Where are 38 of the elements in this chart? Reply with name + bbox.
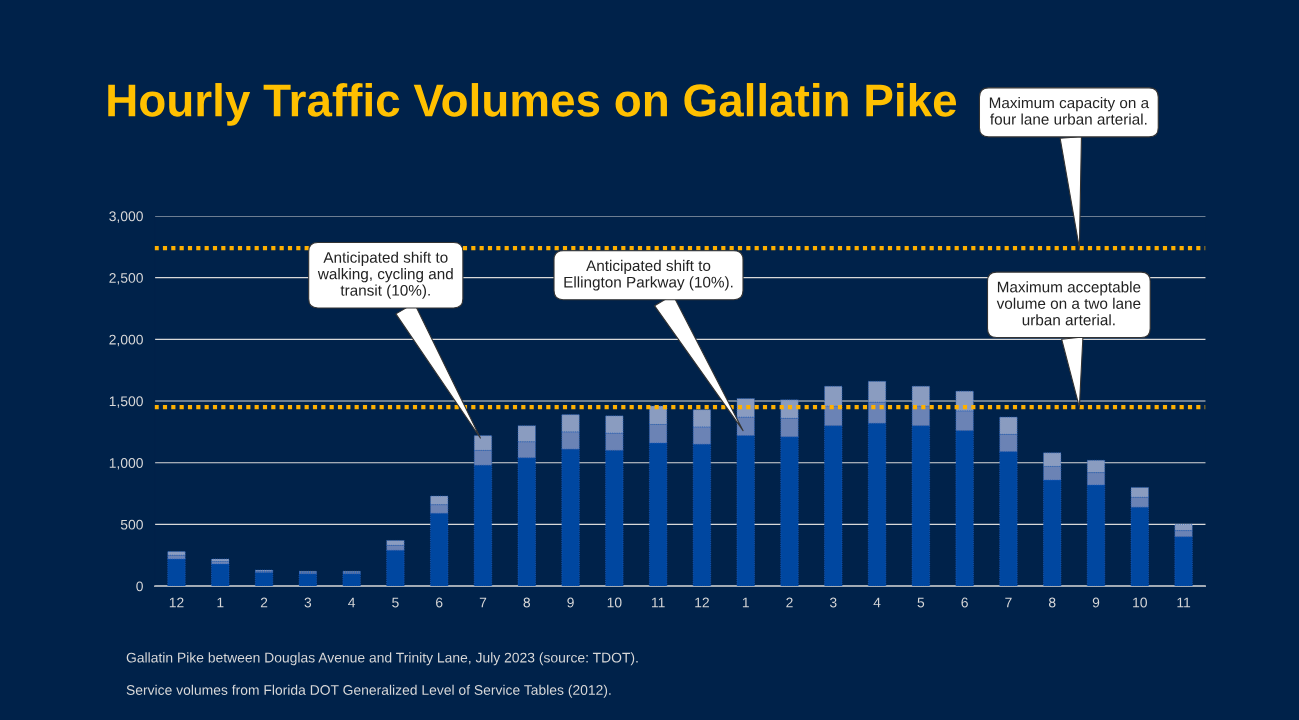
x-tick-label: 7 xyxy=(1005,597,1012,608)
x-tick-label: 10 xyxy=(607,597,622,608)
x-tick-label: 12 xyxy=(695,597,709,608)
y-tick-label: 2,500 xyxy=(109,273,143,285)
text: Gallatin Pike between Douglas Avenue and Trinity Lane, July 2023 (source: TDOT). xyxy=(126,652,638,666)
x-tick-label: 1 xyxy=(742,597,749,608)
y-tick-label: 3,000 xyxy=(109,211,143,223)
x-tick-label: 4 xyxy=(348,597,356,608)
x-tick-label: 8 xyxy=(523,597,531,608)
text: Service volumes from Florida DOT Generalized Level of Service Tables (2012). xyxy=(126,684,611,698)
ref-line-label: Maximum acceptable volume on a two lane urban arterial. xyxy=(996,281,1141,326)
x-tick-label: 2 xyxy=(786,597,793,608)
y-tick-label: 1,000 xyxy=(109,458,143,470)
y-tick-label: 0 xyxy=(136,581,143,592)
x-tick-label: 9 xyxy=(1092,597,1100,608)
annotation: Anticipated shift to Ellington Parkway (10%). xyxy=(564,259,733,291)
x-tick-label: 6 xyxy=(961,597,968,608)
x-tick-label: 3 xyxy=(829,597,837,608)
x-tick-label: 9 xyxy=(567,597,574,608)
x-tick-label: 10 xyxy=(1133,597,1147,608)
x-tick-label: 3 xyxy=(304,597,312,608)
y-tick-label: 2,000 xyxy=(109,334,143,347)
x-tick-label: 4 xyxy=(873,597,881,608)
x-tick-label: 6 xyxy=(436,597,443,608)
x-tick-label: 5 xyxy=(392,597,399,608)
chart-title: Hourly Traffic Volumes on Gallatin Pike xyxy=(108,83,957,126)
x-tick-label: 11 xyxy=(1177,597,1191,608)
x-tick-label: 12 xyxy=(169,597,184,608)
x-tick-label: 2 xyxy=(260,597,268,608)
x-tick-label: 8 xyxy=(1048,597,1056,608)
ref-line-label: Maximum capacity on a four lane urban arterial. xyxy=(989,97,1150,125)
x-tick-label: 11 xyxy=(651,597,665,608)
y-tick-label: 500 xyxy=(120,519,143,530)
x-tick-label: 5 xyxy=(917,597,925,608)
x-tick-label: 7 xyxy=(479,597,487,608)
y-tick-label: 1,500 xyxy=(109,396,143,408)
x-tick-label: 1 xyxy=(217,597,224,608)
annotation: Anticipated shift to walking, cycling and transit (10%). xyxy=(317,251,453,299)
